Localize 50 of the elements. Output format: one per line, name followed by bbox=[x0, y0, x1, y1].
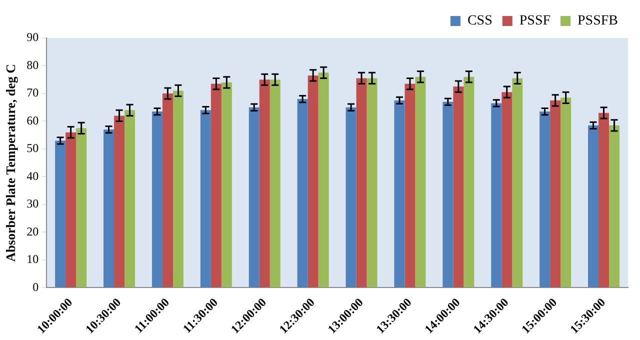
y-tick-label: 60 bbox=[26, 113, 39, 128]
bar bbox=[318, 72, 329, 288]
bar bbox=[270, 80, 280, 288]
y-tick-label: 20 bbox=[26, 224, 39, 238]
y-tick-label: 80 bbox=[26, 58, 39, 72]
bar bbox=[366, 78, 378, 288]
bar bbox=[512, 78, 523, 288]
y-tick-label: 90 bbox=[26, 30, 39, 44]
bar bbox=[152, 112, 162, 288]
bar bbox=[124, 110, 136, 288]
bar bbox=[464, 76, 474, 288]
bar bbox=[540, 112, 550, 288]
bar bbox=[491, 103, 502, 288]
bar bbox=[394, 100, 405, 288]
bar bbox=[66, 132, 76, 288]
bar bbox=[588, 125, 599, 288]
bar bbox=[221, 82, 232, 288]
y-tick-label: 70 bbox=[26, 86, 39, 100]
y-tick-label: 50 bbox=[26, 141, 39, 156]
bar bbox=[502, 92, 512, 288]
legend-label: PSSFB bbox=[578, 14, 618, 29]
legend-label: CSS bbox=[467, 14, 492, 29]
bar bbox=[55, 140, 66, 288]
bar bbox=[442, 102, 454, 288]
bar bbox=[172, 90, 184, 288]
bar bbox=[76, 128, 87, 288]
legend-label: PSSF bbox=[519, 14, 551, 29]
y-tick-label: 40 bbox=[26, 168, 39, 183]
y-tick-label: 0 bbox=[32, 280, 39, 294]
bar bbox=[560, 98, 572, 288]
bar bbox=[346, 107, 356, 288]
y-tick-label: 10 bbox=[26, 252, 39, 266]
bar bbox=[200, 110, 211, 288]
bar bbox=[114, 116, 125, 288]
bar bbox=[415, 76, 426, 288]
bar bbox=[453, 86, 464, 288]
bar bbox=[308, 75, 318, 288]
bar bbox=[248, 107, 260, 288]
bar bbox=[598, 112, 610, 288]
bar bbox=[356, 78, 367, 288]
bar bbox=[259, 80, 270, 288]
bar bbox=[162, 93, 173, 288]
bar bbox=[609, 125, 620, 288]
bar bbox=[550, 100, 561, 288]
bar bbox=[210, 84, 222, 288]
y-axis-title: Absorber Plate Temperature, deg C bbox=[3, 64, 18, 262]
bar bbox=[297, 99, 308, 288]
bar bbox=[104, 130, 114, 288]
bar bbox=[404, 84, 416, 288]
y-tick-label: 30 bbox=[26, 196, 39, 211]
